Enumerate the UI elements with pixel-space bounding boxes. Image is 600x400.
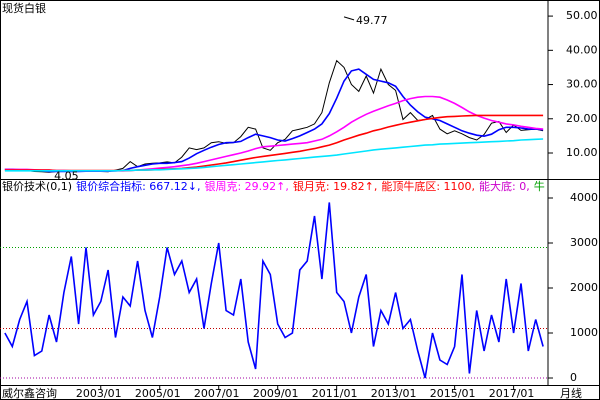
y-tick-label: 20.00	[566, 112, 598, 125]
subtitle-part: 银周克: 29.92↑,	[204, 179, 288, 193]
x-tick-label: 2011/01	[312, 387, 358, 400]
chart-title: 现货白银	[2, 1, 46, 15]
y-tick-label: 40.00	[566, 43, 598, 56]
subtitle-part: 银月克: 19.82↑,	[293, 179, 377, 193]
x-tick-label: 2009/01	[253, 387, 299, 400]
y-tick-label: 30.00	[566, 78, 598, 91]
y-tick-label: 50.00	[566, 9, 598, 22]
y-tick-label: 4000	[570, 191, 598, 204]
series-line	[4, 202, 544, 379]
y-tick-label: 10.00	[566, 146, 598, 159]
x-tick-label: 2003/01	[76, 387, 122, 400]
annotation-label: 4.05	[54, 169, 79, 182]
series-line	[4, 138, 544, 172]
subtitle-part: 银价综合指标: 667.12↓,	[76, 179, 200, 193]
x-tick-label: 2013/01	[371, 387, 417, 400]
x-tick-label: 2007/01	[194, 387, 240, 400]
y-tick-label: 0	[570, 371, 577, 384]
subtitle: 银价技术(0,1) 银价综合指标: 667.12↓, 银周克: 29.92↑, 银月克…	[2, 179, 545, 193]
subtitle-part: 能大底: 0,	[479, 179, 530, 193]
subtitle-part: 银价技术(0,1)	[2, 179, 72, 193]
x-tick-label: 2017/01	[489, 387, 535, 400]
annotation-leader	[343, 16, 355, 21]
footer-source: 威尔鑫咨询	[2, 386, 57, 400]
y-tick-label: 2000	[570, 281, 598, 294]
subtitle-part: 牛	[534, 179, 545, 193]
subtitle-part: 能顶牛底区: 1100,	[381, 179, 475, 193]
x-tick-label: 2005/01	[135, 387, 181, 400]
footer-period: 月线	[560, 386, 582, 400]
y-tick-label: 1000	[570, 326, 598, 339]
annotation-label: 49.77	[356, 14, 388, 27]
x-tick-label: 2015/01	[430, 387, 476, 400]
y-tick-label: 3000	[570, 236, 598, 249]
